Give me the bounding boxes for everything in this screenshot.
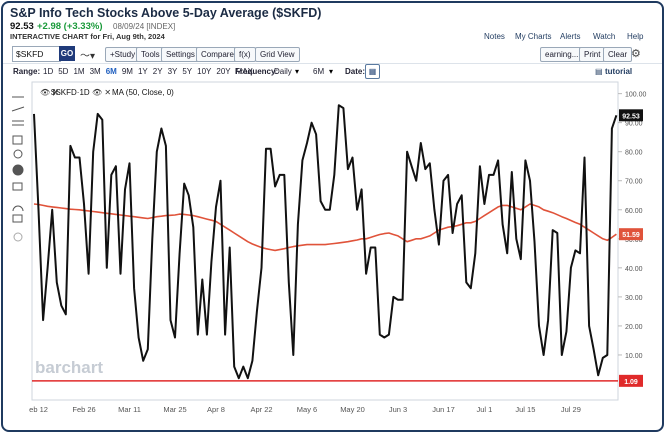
- range-button[interactable]: 3M: [89, 67, 101, 76]
- plot-border: [31, 81, 619, 401]
- quote-date: 08/09/24 [INDEX]: [113, 22, 176, 31]
- x-tick-label: Apr 8: [207, 405, 225, 414]
- header-link[interactable]: Alerts: [560, 32, 581, 41]
- toolbar-button[interactable]: earning...: [540, 47, 584, 62]
- y-tick-label: 60.00: [625, 208, 643, 215]
- toolbar-button[interactable]: Print: [579, 47, 606, 62]
- toolbar-button[interactable]: Settings: [161, 47, 200, 62]
- range-button[interactable]: 5D: [58, 67, 69, 76]
- legend: 👁 ✕ $SKFD·1D 👁 ✕ MA (50, Close, 0): [40, 88, 174, 97]
- y-tick-label: 80.00: [625, 150, 643, 157]
- range-button[interactable]: 1M: [73, 67, 85, 76]
- range-button[interactable]: 20Y: [216, 67, 231, 76]
- legend-entry[interactable]: MA (50, Close, 0): [112, 88, 174, 97]
- value-tag: [619, 228, 643, 241]
- range-button[interactable]: 6M: [105, 67, 117, 76]
- x-tick-label: Jul 1: [477, 405, 493, 414]
- value-tag-label: 92.53: [622, 113, 640, 120]
- x-tick-label: Jul 15: [515, 405, 535, 414]
- drawing-tools: [11, 96, 25, 242]
- legend-entry[interactable]: $SKFD·1D: [51, 88, 90, 97]
- y-tick-label: 30.00: [625, 295, 643, 302]
- legend-icon: 👁 ✕: [40, 88, 59, 97]
- x-tick-label: Jul 29: [561, 405, 581, 414]
- toolbar-button[interactable]: Grid View: [255, 47, 300, 62]
- x-tick-label: Mar 25: [163, 405, 186, 414]
- range-button[interactable]: 2Y: [152, 67, 163, 76]
- x-tick-label: May 6: [297, 405, 317, 414]
- frequency-arrow[interactable]: ▾: [295, 67, 300, 76]
- range-button[interactable]: 10Y: [197, 67, 212, 76]
- y-tick-label: 90.00: [625, 121, 643, 128]
- range-button[interactable]: MAX: [235, 67, 253, 76]
- y-tick-label: 70.00: [625, 179, 643, 186]
- header-link[interactable]: Watch: [593, 32, 616, 41]
- header-link[interactable]: Notes: [484, 32, 505, 41]
- chart-type-icon[interactable]: 〜▾: [80, 51, 96, 62]
- price-change: +2.98 (+3.33%): [37, 21, 103, 32]
- range-button[interactable]: 5Y: [182, 67, 193, 76]
- legend-icon: 👁 ✕: [92, 88, 111, 97]
- header-link[interactable]: Help: [627, 32, 644, 41]
- range-label: Range:: [13, 67, 41, 76]
- toolbar-button[interactable]: Compare: [196, 47, 239, 62]
- toolbar-button[interactable]: Clear: [603, 47, 633, 62]
- x-tick-label: May 20: [340, 405, 365, 414]
- range-button[interactable]: 9M: [121, 67, 133, 76]
- x-tick-label: Jun 17: [432, 405, 455, 414]
- header-link[interactable]: My Charts: [515, 32, 552, 41]
- y-tick-label: 40.00: [625, 266, 643, 273]
- toolbar-button[interactable]: f(x): [234, 47, 256, 62]
- x-tick-label: eb 12: [29, 405, 48, 414]
- frequency-select[interactable]: Daily: [274, 67, 292, 76]
- period-select[interactable]: 6M: [313, 67, 325, 76]
- frequency-label: Frequency:: [235, 67, 279, 76]
- series-line: [33, 104, 618, 380]
- x-tick-label: Apr 22: [250, 405, 272, 414]
- tutorial-icon: ▤: [595, 67, 603, 76]
- value-tag-label: 1.09: [624, 379, 638, 386]
- y-tick-label: 50.00: [625, 237, 643, 244]
- range-button[interactable]: 1D: [43, 67, 54, 76]
- chart: 👁 ✕ $SKFD·1D 👁 ✕ MA (50, Close, 0) barch…: [11, 81, 647, 414]
- range-button[interactable]: 3Y: [167, 67, 178, 76]
- watermark: barchart: [35, 358, 103, 377]
- x-tick-label: Jun 3: [389, 405, 407, 414]
- y-tick-label: 20.00: [625, 324, 643, 331]
- x-tick-label: Mar 11: [118, 405, 141, 414]
- y-tick-label: 100.00: [625, 92, 647, 99]
- value-tag: [619, 374, 643, 387]
- value-tag: [619, 109, 643, 122]
- price: 92.53: [10, 21, 34, 32]
- value-tag-label: 51.59: [622, 232, 640, 239]
- go-button[interactable]: GO: [59, 46, 75, 61]
- range-button[interactable]: 1Y: [137, 67, 148, 76]
- y-tick-label: 10.00: [625, 353, 643, 360]
- tutorial-link[interactable]: tutorial: [605, 67, 633, 76]
- settings-gear[interactable]: ⚙: [631, 48, 641, 60]
- x-tick-label: Feb 26: [72, 405, 95, 414]
- subtitle: INTERACTIVE CHART for Fri, Aug 9th, 2024: [10, 32, 165, 41]
- period-arrow[interactable]: ▾: [329, 67, 334, 76]
- date-label: Date:: [345, 67, 366, 76]
- divider: [3, 63, 662, 64]
- toolbar-button[interactable]: +Study: [105, 47, 141, 62]
- page-title: S&P Info Tech Stocks Above 5-Day Average…: [10, 6, 322, 20]
- calendar-button[interactable]: ▦: [365, 64, 380, 79]
